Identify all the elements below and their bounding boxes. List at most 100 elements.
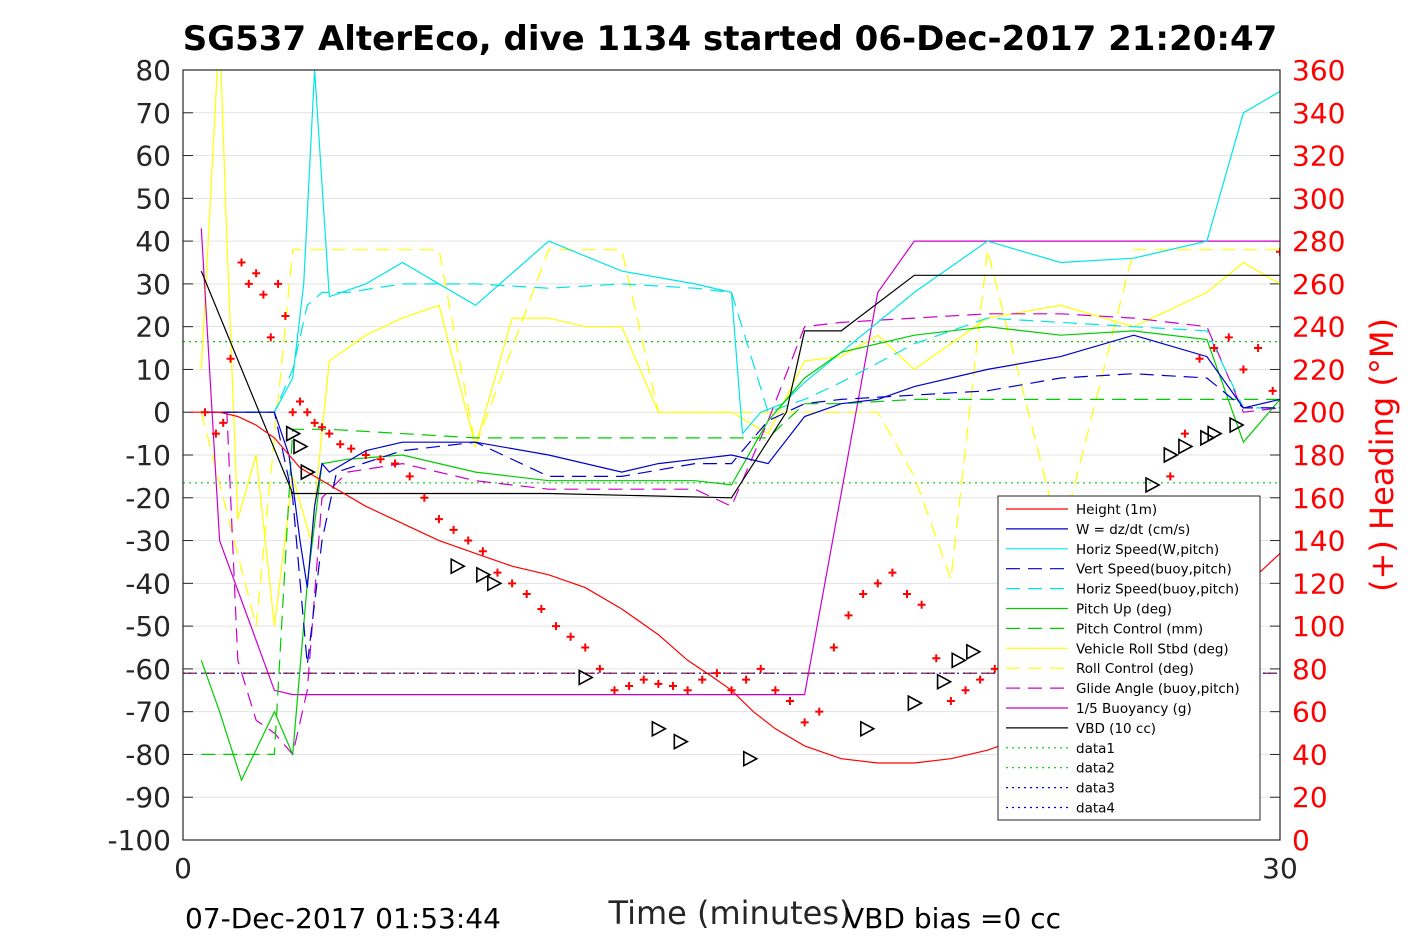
heading-markers <box>200 247 1280 727</box>
y-tick-label: -10 <box>125 439 171 472</box>
y-tick-label: 10 <box>135 353 171 386</box>
legend-label: Horiz Speed(W,pitch) <box>1076 542 1219 558</box>
profile-marker <box>293 438 309 455</box>
profile-marker <box>966 643 982 661</box>
y-tick-label: 20 <box>135 311 171 344</box>
heading-point <box>296 397 305 406</box>
y-tick-label: 60 <box>135 140 171 173</box>
profile-marker <box>1207 425 1223 442</box>
heading-point <box>932 654 941 663</box>
profile-marker <box>476 566 492 584</box>
heading-point <box>786 696 795 705</box>
profile-marker <box>450 557 466 575</box>
heading-point <box>522 590 531 599</box>
heading-point <box>1254 344 1263 353</box>
legend-label: data4 <box>1076 801 1115 817</box>
heading-point <box>252 269 261 278</box>
heading-point <box>237 258 246 267</box>
heading-point <box>888 568 897 577</box>
legend-label: Pitch Up (deg) <box>1076 602 1172 618</box>
heading-point <box>1224 333 1233 342</box>
heading-point <box>1166 472 1175 481</box>
legend-label: Glide Angle (buoy,pitch) <box>1076 681 1240 697</box>
y-tick-label: -50 <box>125 610 171 643</box>
heading-point <box>756 664 765 673</box>
y-right-tick-label: 160 <box>1292 482 1345 515</box>
legend-label: Vert Speed(buoy,pitch) <box>1076 562 1232 578</box>
y-right-tick-label: 200 <box>1292 396 1345 429</box>
profile-marker <box>578 669 594 686</box>
series-line-6 <box>200 326 1280 782</box>
heading-point <box>508 579 517 588</box>
series-line-7 <box>201 398 1280 755</box>
heading-point <box>347 444 356 453</box>
y-right-tick-label: 0 <box>1292 824 1310 857</box>
heading-point <box>727 686 736 695</box>
heading-point <box>961 686 970 695</box>
y-tick-label: -80 <box>125 738 171 771</box>
profile-marker <box>285 425 302 442</box>
heading-point <box>420 493 429 502</box>
heading-point <box>303 408 312 417</box>
heading-point <box>478 547 487 556</box>
heading-point <box>226 354 235 363</box>
heading-point <box>654 679 663 688</box>
x-tick-label: 30 <box>1262 852 1298 885</box>
heading-point <box>405 472 414 481</box>
heading-point <box>274 279 283 288</box>
y-tick-label: 0 <box>153 396 171 429</box>
series-line-5 <box>201 283 1280 413</box>
x-axis-label: Time (minutes) <box>608 894 852 932</box>
series-line-4 <box>201 373 1280 665</box>
heading-point <box>639 675 648 684</box>
y-tick-label: -40 <box>125 567 171 600</box>
heading-point <box>698 675 707 684</box>
profile-marker <box>1229 416 1245 434</box>
heading-point <box>683 686 692 695</box>
heading-point <box>595 664 604 673</box>
heading-point <box>742 675 751 684</box>
series-line-3 <box>237 70 1280 436</box>
heading-point <box>434 515 443 524</box>
legend-label: VBD (10 cc) <box>1076 721 1156 737</box>
profile-marker <box>907 694 924 712</box>
y-tick-label: -100 <box>107 824 171 857</box>
y-right-tick-label: 300 <box>1292 182 1345 215</box>
heading-point <box>946 696 955 705</box>
heading-point <box>537 605 546 613</box>
y-right-tick-label: 220 <box>1292 353 1345 386</box>
y-right-tick-label: 100 <box>1292 610 1345 643</box>
series-line-9 <box>200 249 1280 627</box>
heading-point <box>281 311 290 320</box>
heading-point <box>1210 344 1219 353</box>
profile-marker <box>1163 446 1179 464</box>
profile-marker <box>673 733 689 750</box>
y-tick-label: -60 <box>125 653 171 686</box>
heading-point <box>668 682 677 690</box>
heading-point <box>211 429 220 438</box>
y-right-tick-label: 320 <box>1292 140 1345 173</box>
y-tick-label: -70 <box>125 696 171 729</box>
heading-point <box>361 451 370 459</box>
heading-point <box>200 408 209 417</box>
heading-point <box>1195 354 1204 363</box>
heading-point <box>551 622 560 631</box>
profile-marker <box>300 463 317 481</box>
vbd-bias: VBD bias =0 cc <box>845 902 1061 935</box>
heading-point <box>625 682 634 690</box>
heading-point <box>976 675 985 684</box>
legend-label: Roll Control (deg) <box>1076 661 1194 677</box>
series-line-11 <box>200 228 1280 696</box>
profile-marker <box>936 673 953 691</box>
heading-point <box>376 455 385 464</box>
heading-point <box>391 459 400 468</box>
heading-point <box>903 590 912 599</box>
heading-point <box>325 429 334 438</box>
legend-label: Height (1m) <box>1076 502 1157 518</box>
y-tick-label: 30 <box>135 268 171 301</box>
y-axis-right-label: (+) Heading (°M) <box>1363 318 1401 592</box>
series-lines <box>183 70 1280 782</box>
heading-point <box>1276 247 1280 256</box>
y-right-tick-label: 280 <box>1292 225 1345 258</box>
